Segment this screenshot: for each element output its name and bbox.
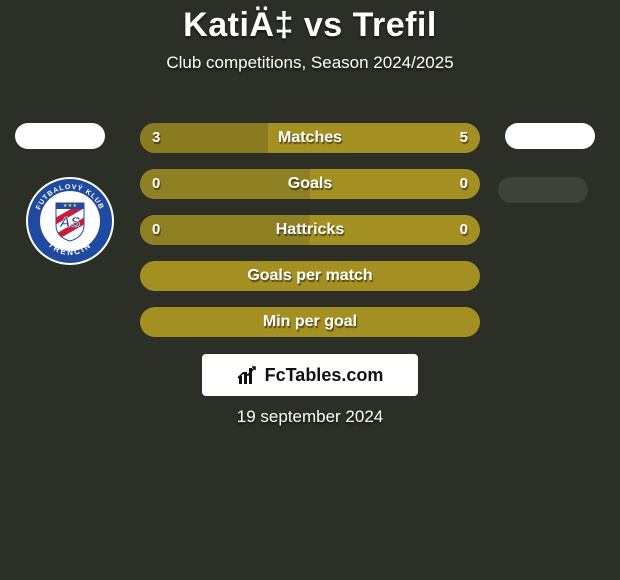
brand-text: FcTables.com: [265, 365, 384, 386]
player-right-pill-shadow: [498, 177, 588, 203]
comparison-bars: 3 Matches 5 0 Goals 0 0 Hattricks 0 Goal…: [140, 123, 480, 353]
brand-badge[interactable]: FcTables.com: [202, 354, 418, 396]
bar-mpg-label: Min per goal: [140, 307, 480, 337]
svg-text:★: ★: [73, 203, 78, 209]
bar-goals-label: Goals: [140, 169, 480, 199]
bar-chart-icon: [237, 364, 259, 386]
bar-gpm-label: Goals per match: [140, 261, 480, 291]
infographic-root: KatiÄ‡ vs Trefil Club competitions, Seas…: [0, 0, 620, 580]
bar-matches: 3 Matches 5: [140, 123, 480, 153]
club-crest-trencin: FUTBALOVÝ KLUB TRENČÍN AS ★ ★ ★: [26, 177, 114, 265]
bar-goals: 0 Goals 0: [140, 169, 480, 199]
bar-goals-right-value: 0: [460, 169, 468, 199]
bar-hattricks-right-value: 0: [460, 215, 468, 245]
bar-matches-right-value: 5: [460, 123, 468, 153]
page-title: KatiÄ‡ vs Trefil: [0, 6, 620, 45]
subtitle: Club competitions, Season 2024/2025: [0, 53, 620, 73]
shield-icon: FUTBALOVÝ KLUB TRENČÍN AS ★ ★ ★: [26, 177, 114, 265]
player-right-pill: [505, 123, 595, 149]
svg-text:AS: AS: [59, 214, 81, 231]
bar-hattricks-label: Hattricks: [140, 215, 480, 245]
player-left-pill: [15, 123, 105, 149]
bar-goals-per-match: Goals per match: [140, 261, 480, 291]
bar-hattricks: 0 Hattricks 0: [140, 215, 480, 245]
date-text: 19 september 2024: [0, 407, 620, 427]
bar-matches-label: Matches: [140, 123, 480, 153]
bar-min-per-goal: Min per goal: [140, 307, 480, 337]
